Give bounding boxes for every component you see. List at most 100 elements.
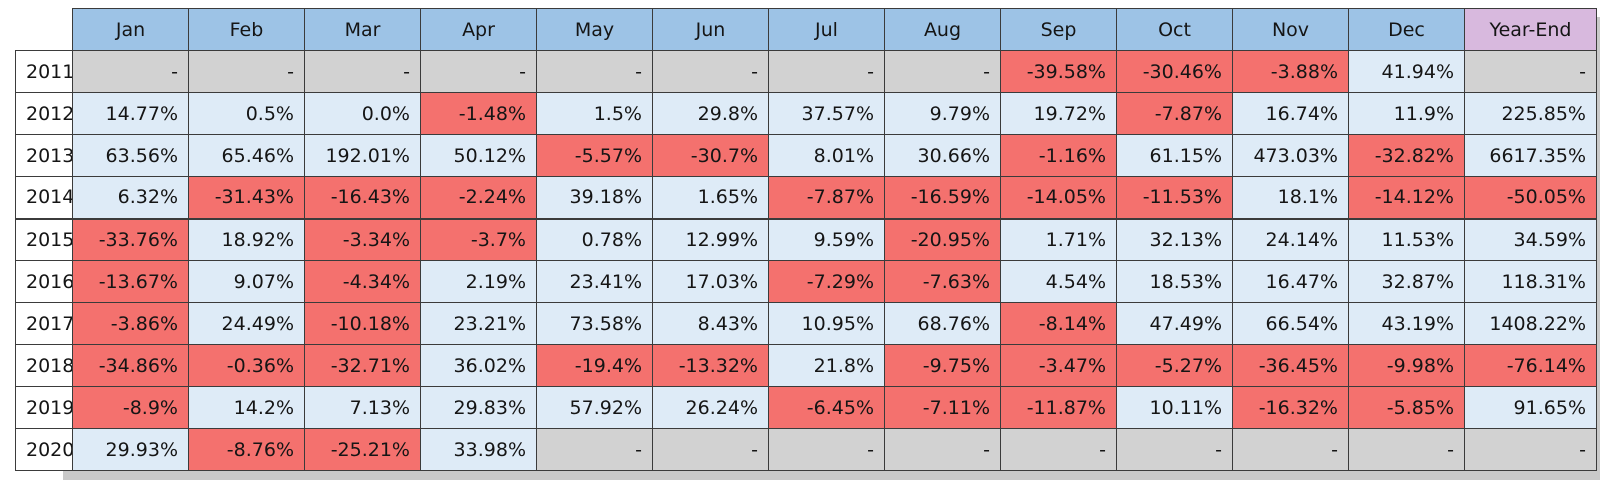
return-cell: -30.46% <box>1116 50 1233 93</box>
return-cell: 6617.35% <box>1464 134 1597 177</box>
return-cell: 68.76% <box>884 302 1001 345</box>
return-cell: 24.14% <box>1232 218 1349 261</box>
return-cell: -20.95% <box>884 218 1001 261</box>
return-cell: 1.71% <box>1000 218 1117 261</box>
return-cell: 10.95% <box>768 302 885 345</box>
return-cell: 34.59% <box>1464 218 1597 261</box>
return-cell: 1408.22% <box>1464 302 1597 345</box>
return-cell: 16.47% <box>1232 260 1349 303</box>
return-cell: 61.15% <box>1116 134 1233 177</box>
column-header-aug: Aug <box>884 8 1001 51</box>
column-header-mar: Mar <box>304 8 421 51</box>
return-cell: -3.34% <box>304 218 421 261</box>
return-cell: 50.12% <box>420 134 537 177</box>
return-cell: -1.48% <box>420 92 537 135</box>
return-cell: -31.43% <box>188 176 305 220</box>
return-cell: -33.76% <box>72 218 189 261</box>
return-cell: 6.32% <box>72 176 189 220</box>
return-cell: 18.53% <box>1116 260 1233 303</box>
return-cell: -14.12% <box>1348 176 1465 220</box>
table-row: 2013 63.56% 65.46% 192.01% 50.12% -5.57% -30.7… <box>15 134 1597 177</box>
return-cell: 63.56% <box>72 134 189 177</box>
year-label: 2018 <box>15 344 73 387</box>
return-cell: -2.24% <box>420 176 537 220</box>
return-cell: 36.02% <box>420 344 537 387</box>
return-cell: -1.16% <box>1000 134 1117 177</box>
return-cell: 30.66% <box>884 134 1001 177</box>
return-cell: 18.1% <box>1232 176 1349 220</box>
return-cell: -11.87% <box>1000 386 1117 429</box>
return-cell: -8.14% <box>1000 302 1117 345</box>
return-cell: -36.45% <box>1232 344 1349 387</box>
year-label: 2020 <box>15 428 73 471</box>
return-cell: -7.87% <box>768 176 885 220</box>
return-cell: 26.24% <box>652 386 769 429</box>
column-header-apr: Apr <box>420 8 537 51</box>
return-cell: -5.57% <box>536 134 653 177</box>
return-cell: 0.0% <box>304 92 421 135</box>
return-cell: -4.34% <box>304 260 421 303</box>
return-cell: 14.77% <box>72 92 189 135</box>
return-cell: 73.58% <box>536 302 653 345</box>
return-cell: -9.75% <box>884 344 1001 387</box>
column-header-year-end: Year-End <box>1464 8 1597 51</box>
return-cell: -6.45% <box>768 386 885 429</box>
return-cell: -50.05% <box>1464 176 1597 220</box>
return-cell: - <box>1464 428 1597 471</box>
return-cell: 9.59% <box>768 218 885 261</box>
corner-cell <box>15 8 73 51</box>
return-cell: -8.9% <box>72 386 189 429</box>
return-cell: -10.18% <box>304 302 421 345</box>
return-cell: -3.7% <box>420 218 537 261</box>
return-cell: 17.03% <box>652 260 769 303</box>
return-cell: - <box>1116 428 1233 471</box>
return-cell: -16.43% <box>304 176 421 220</box>
return-cell: 7.13% <box>304 386 421 429</box>
table-row: 2015 -33.76% 18.92% -3.34% -3.7% 0.78% 12.99% 9… <box>15 218 1597 261</box>
return-cell: 1.65% <box>652 176 769 220</box>
return-cell: 14.2% <box>188 386 305 429</box>
year-label: 2015 <box>15 218 73 261</box>
return-cell: -3.88% <box>1232 50 1349 93</box>
return-cell: 8.43% <box>652 302 769 345</box>
column-header-jul: Jul <box>768 8 885 51</box>
return-cell: -30.7% <box>652 134 769 177</box>
column-header-nov: Nov <box>1232 8 1349 51</box>
return-cell: -5.27% <box>1116 344 1233 387</box>
table-body: 2011- - - - - - - - -39.58% -30.46% -3.88% 41.94% -2… <box>15 50 1597 471</box>
column-header-dec: Dec <box>1348 8 1465 51</box>
return-cell: - <box>188 50 305 93</box>
year-label: 2017 <box>15 302 73 345</box>
return-cell: - <box>420 50 537 93</box>
return-cell: -7.29% <box>768 260 885 303</box>
return-cell: -32.82% <box>1348 134 1465 177</box>
return-cell: 2.19% <box>420 260 537 303</box>
return-cell: -39.58% <box>1000 50 1117 93</box>
return-cell: 32.87% <box>1348 260 1465 303</box>
year-label: 2016 <box>15 260 73 303</box>
table-row: 2020 29.93% -8.76% -25.21% 33.98% - - - - - - - - - <box>15 428 1597 471</box>
return-cell: -5.85% <box>1348 386 1465 429</box>
return-cell: 9.79% <box>884 92 1001 135</box>
return-cell: -7.63% <box>884 260 1001 303</box>
return-cell: -3.47% <box>1000 344 1117 387</box>
return-cell: - <box>652 50 769 93</box>
column-header-sep: Sep <box>1000 8 1117 51</box>
header-row: Jan Feb Mar Apr May Jun Jul Aug Sep Oct Nov Dec Year… <box>15 8 1597 51</box>
return-cell: -25.21% <box>304 428 421 471</box>
return-cell: 24.49% <box>188 302 305 345</box>
return-cell: -16.59% <box>884 176 1001 220</box>
table-row: 2014 6.32% -31.43% -16.43% -2.24% 39.18% 1.65%… <box>15 176 1597 220</box>
year-label: 2012 <box>15 92 73 135</box>
return-cell: 11.9% <box>1348 92 1465 135</box>
return-cell: -13.32% <box>652 344 769 387</box>
return-cell: 33.98% <box>420 428 537 471</box>
return-cell: 41.94% <box>1348 50 1465 93</box>
return-cell: 1.5% <box>536 92 653 135</box>
return-cell: 19.72% <box>1000 92 1117 135</box>
column-header-may: May <box>536 8 653 51</box>
return-cell: -14.05% <box>1000 176 1117 220</box>
return-cell: -19.4% <box>536 344 653 387</box>
return-cell: 37.57% <box>768 92 885 135</box>
